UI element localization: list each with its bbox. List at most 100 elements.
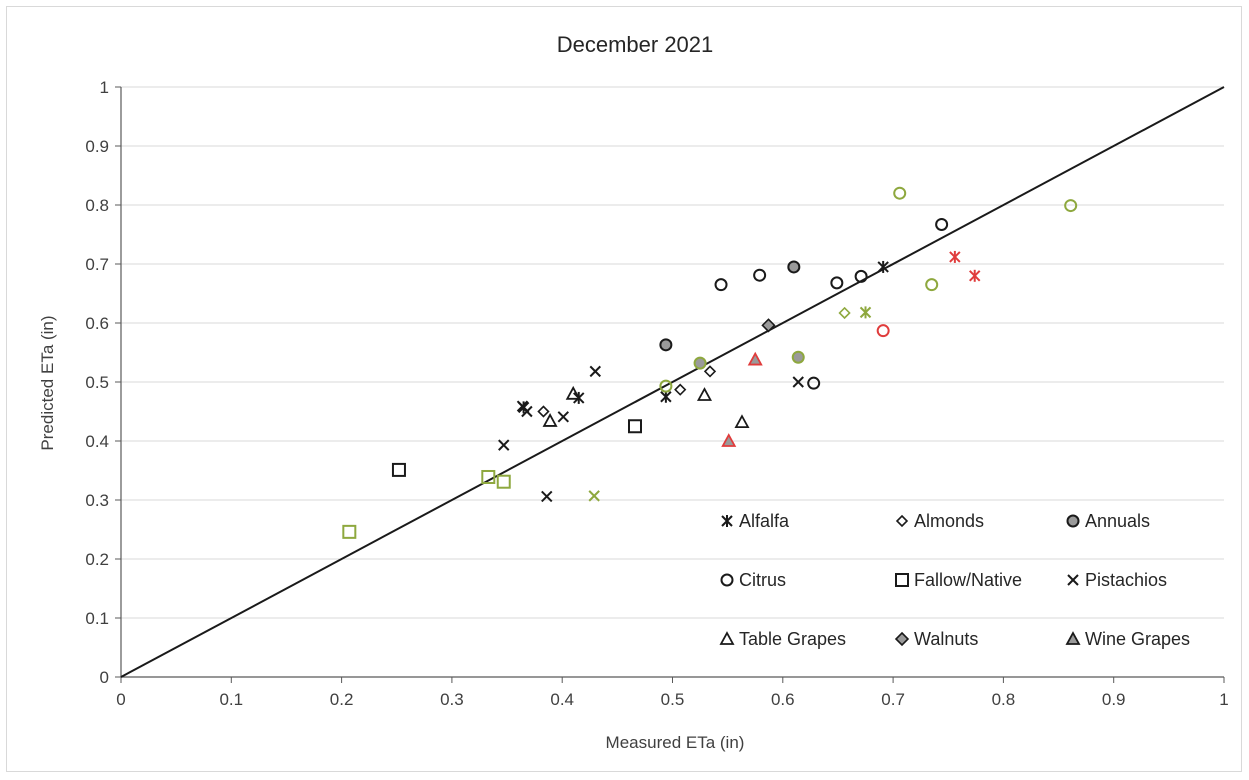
marker-shape xyxy=(714,278,728,292)
legend-marker xyxy=(1067,574,1079,586)
data-point xyxy=(787,260,801,274)
y-tick-label: 0.4 xyxy=(85,432,109,451)
x-tick-label: 0.4 xyxy=(550,690,574,709)
data-point xyxy=(660,390,672,403)
x-tick-label: 0.5 xyxy=(661,690,685,709)
x-tick-label: 0.6 xyxy=(771,690,795,709)
data-point xyxy=(521,405,533,418)
data-point xyxy=(542,413,558,427)
data-point xyxy=(588,490,600,502)
data-point xyxy=(391,462,406,477)
legend-label: Annuals xyxy=(1085,511,1150,531)
legend-item: Fallow/Native xyxy=(895,570,1022,590)
data-point xyxy=(761,318,776,333)
legend-marker xyxy=(1065,631,1081,645)
legend-item: Citrus xyxy=(720,570,786,590)
marker-shape xyxy=(496,474,511,489)
marker-shape xyxy=(565,385,581,400)
marker-shape xyxy=(791,350,805,364)
legend-label: Wine Grapes xyxy=(1085,629,1190,649)
legend-label: Citrus xyxy=(739,570,786,590)
legend-item: Alfalfa xyxy=(721,511,790,531)
data-point xyxy=(714,278,728,292)
marker-shape xyxy=(895,514,909,528)
data-point xyxy=(481,469,496,484)
legend-label: Walnuts xyxy=(914,629,978,649)
data-point xyxy=(893,186,907,200)
marker-shape xyxy=(659,338,673,352)
marker-stroke xyxy=(792,376,804,388)
y-tick-label: 0.8 xyxy=(85,196,109,215)
legend-marker xyxy=(719,631,735,645)
marker-shape xyxy=(720,573,734,587)
x-axis-title: Measured ETa (in) xyxy=(606,733,745,752)
data-point xyxy=(969,269,981,282)
marker-shape xyxy=(719,631,735,645)
marker-shape xyxy=(391,462,406,477)
marker-stroke xyxy=(557,411,570,423)
marker-shape xyxy=(753,268,767,282)
data-point xyxy=(659,379,673,393)
legend-label: Alfalfa xyxy=(739,511,790,531)
marker-shape xyxy=(830,276,844,290)
marker-stroke xyxy=(541,490,553,503)
legend-item: Walnuts xyxy=(894,629,978,649)
marker-shape xyxy=(721,433,737,447)
data-point xyxy=(838,306,851,320)
legend-marker xyxy=(1066,514,1080,528)
marker-shape xyxy=(537,405,550,418)
legend-marker xyxy=(721,515,733,527)
data-point xyxy=(537,405,550,418)
legend-marker xyxy=(895,514,909,528)
marker-shape xyxy=(674,383,687,396)
marker-shape xyxy=(787,260,801,274)
marker-stroke xyxy=(521,405,533,418)
marker-shape xyxy=(876,324,890,338)
chart-title: December 2021 xyxy=(557,32,714,57)
data-point xyxy=(859,306,872,319)
gridlines xyxy=(121,86,1224,619)
data-point xyxy=(854,269,868,283)
marker-stroke xyxy=(589,365,601,378)
data-point xyxy=(747,351,763,366)
data-point xyxy=(541,490,553,503)
data-point xyxy=(565,385,581,400)
data-point xyxy=(342,524,357,539)
x-tick-label: 0.1 xyxy=(219,690,243,709)
marker-shape xyxy=(696,387,713,401)
y-tick-label: 0.9 xyxy=(85,137,109,156)
axes xyxy=(115,86,1225,683)
marker-shape xyxy=(895,573,909,587)
marker-shape xyxy=(342,524,357,539)
marker-shape xyxy=(481,469,496,484)
y-tick-label: 0.1 xyxy=(85,609,109,628)
legend-label: Pistachios xyxy=(1085,570,1167,590)
y-tick-label: 0.7 xyxy=(85,255,109,274)
marker-stroke xyxy=(1067,574,1079,586)
data-point xyxy=(627,419,642,434)
x-tick-label: 0.8 xyxy=(992,690,1016,709)
data-point xyxy=(693,356,707,370)
x-tick-label: 0.3 xyxy=(440,690,464,709)
x-tick-label: 0.7 xyxy=(881,690,905,709)
marker-shape xyxy=(659,379,673,393)
data-point xyxy=(659,338,673,352)
marker-shape xyxy=(693,356,707,370)
data-point xyxy=(877,260,889,273)
marker-shape xyxy=(703,365,717,378)
one-to-one-line xyxy=(120,86,1225,678)
legend-item: Table Grapes xyxy=(719,629,846,649)
y-tick-label: 0.6 xyxy=(85,314,109,333)
data-point xyxy=(935,217,949,231)
y-tick-label: 0 xyxy=(100,668,109,687)
marker-shape xyxy=(838,306,851,320)
marker-stroke xyxy=(498,439,510,451)
marker-shape xyxy=(542,413,558,427)
marker-shape xyxy=(1065,631,1081,645)
legend-marker xyxy=(894,631,910,647)
marker-shape xyxy=(925,278,939,292)
data-point xyxy=(734,414,750,429)
y-tick-labels: 0 0.1 0.2 0.3 0.4 0.5 0.6 0.7 0.8 0.9 1 xyxy=(85,78,109,687)
y-tick-label: 0.5 xyxy=(85,373,109,392)
